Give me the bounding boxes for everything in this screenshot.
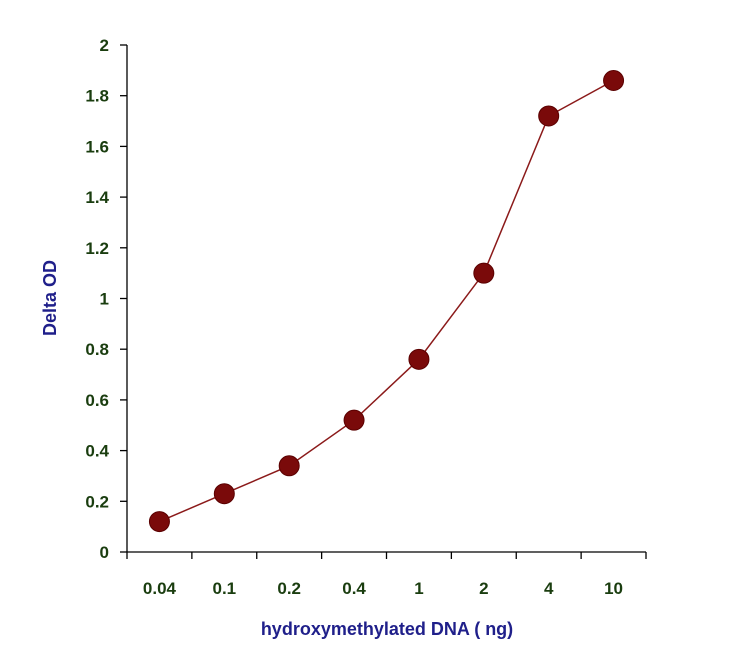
y-tick-label: 2	[100, 36, 109, 55]
data-point	[278, 455, 300, 477]
y-tick-label: 0.6	[85, 391, 109, 410]
x-tick-label: 4	[544, 579, 554, 598]
y-tick-label: 0.4	[85, 442, 109, 461]
x-tick-label: 0.4	[342, 579, 366, 598]
y-tick-label: 1	[100, 290, 109, 309]
y-tick-label: 1.4	[85, 188, 109, 207]
x-axis-title: hydroxymethylated DNA ( ng)	[261, 619, 513, 639]
data-point	[148, 511, 170, 533]
y-tick-label: 1.2	[85, 239, 109, 258]
x-tick-label: 1	[414, 579, 423, 598]
data-point	[473, 262, 495, 284]
data-point	[408, 348, 430, 370]
x-tick-label: 2	[479, 579, 488, 598]
x-tick-label: 0.1	[212, 579, 236, 598]
y-axis-title: Delta OD	[40, 260, 60, 336]
y-tick-label: 0.2	[85, 492, 109, 511]
y-tick-label: 1.6	[85, 137, 109, 156]
data-point	[538, 105, 560, 127]
y-axis: 0 0.2 0.4 0.6 0.8 1 1.2 1.4 1.6 1.8 2	[85, 36, 128, 562]
y-tick-label: 0.8	[85, 340, 109, 359]
y-tick-label: 0	[100, 543, 109, 562]
x-tick-label: 0.04	[143, 579, 177, 598]
data-point	[343, 409, 365, 431]
x-axis: 0.04 0.1 0.2 0.4 1 2 4 10	[126, 551, 647, 598]
y-tick-label: 1.8	[85, 87, 109, 106]
series-line	[159, 79, 614, 523]
data-series	[148, 69, 625, 533]
x-tick-label: 10	[604, 579, 623, 598]
data-point	[213, 483, 235, 505]
data-point	[603, 69, 625, 91]
x-tick-label: 0.2	[277, 579, 301, 598]
